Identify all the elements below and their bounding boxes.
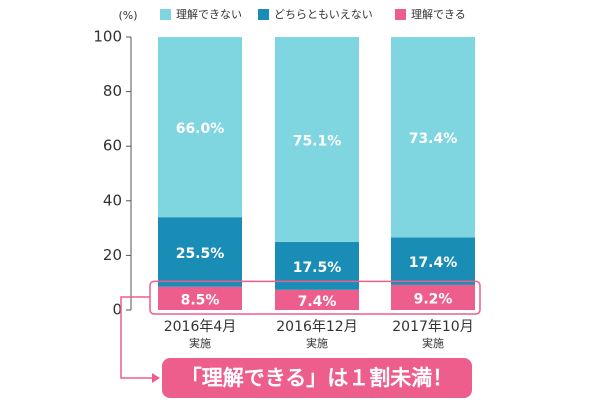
x-tick-label: 2016年12月 <box>276 319 357 335</box>
legend-swatch <box>160 9 171 20</box>
legend-label: どちらともいえない <box>274 8 373 21</box>
value-label: 17.5% <box>293 260 342 276</box>
y-tick-label: 100 <box>93 28 122 46</box>
value-label: 66.0% <box>176 121 225 137</box>
x-tick-sublabel: 実施 <box>306 336 328 350</box>
y-tick-label: 80 <box>103 82 122 100</box>
bar-segment <box>158 286 242 310</box>
y-tick-label: 60 <box>103 137 122 155</box>
y-tick-label: 0 <box>112 301 122 319</box>
arrow-head <box>152 373 160 383</box>
bar-segment <box>391 37 475 238</box>
value-label: 8.5% <box>181 292 220 308</box>
x-tick-sublabel: 実施 <box>422 336 444 350</box>
y-tick-label: 40 <box>103 191 122 209</box>
callout-text: 「理解できる」は１割未満！ <box>181 366 454 390</box>
bar-segment <box>391 284 475 310</box>
callout-box <box>162 358 472 398</box>
x-tick-sublabel: 実施 <box>189 336 211 350</box>
legend-swatch <box>395 9 406 20</box>
bar-segment <box>391 237 475 285</box>
y-tick-label: 20 <box>103 246 122 264</box>
bar-segment <box>158 217 242 287</box>
y-axis-label: (%) <box>118 9 137 22</box>
bar-segment <box>275 37 359 243</box>
connector <box>120 296 152 379</box>
legend-swatch <box>258 9 269 20</box>
legend-label: 理解できない <box>176 7 242 21</box>
x-tick-label: 2016年4月 <box>164 319 237 335</box>
bar-segment <box>158 37 242 218</box>
value-label: 73.4% <box>409 131 458 147</box>
x-tick-label: 2017年10月 <box>392 319 473 335</box>
value-label: 7.4% <box>298 294 337 310</box>
value-label: 17.4% <box>409 255 458 271</box>
legend-label: 理解できる <box>411 7 466 21</box>
bar-segment <box>275 289 359 310</box>
value-label: 9.2% <box>414 291 453 307</box>
value-label: 75.1% <box>293 134 342 150</box>
value-label: 25.5% <box>176 246 225 262</box>
